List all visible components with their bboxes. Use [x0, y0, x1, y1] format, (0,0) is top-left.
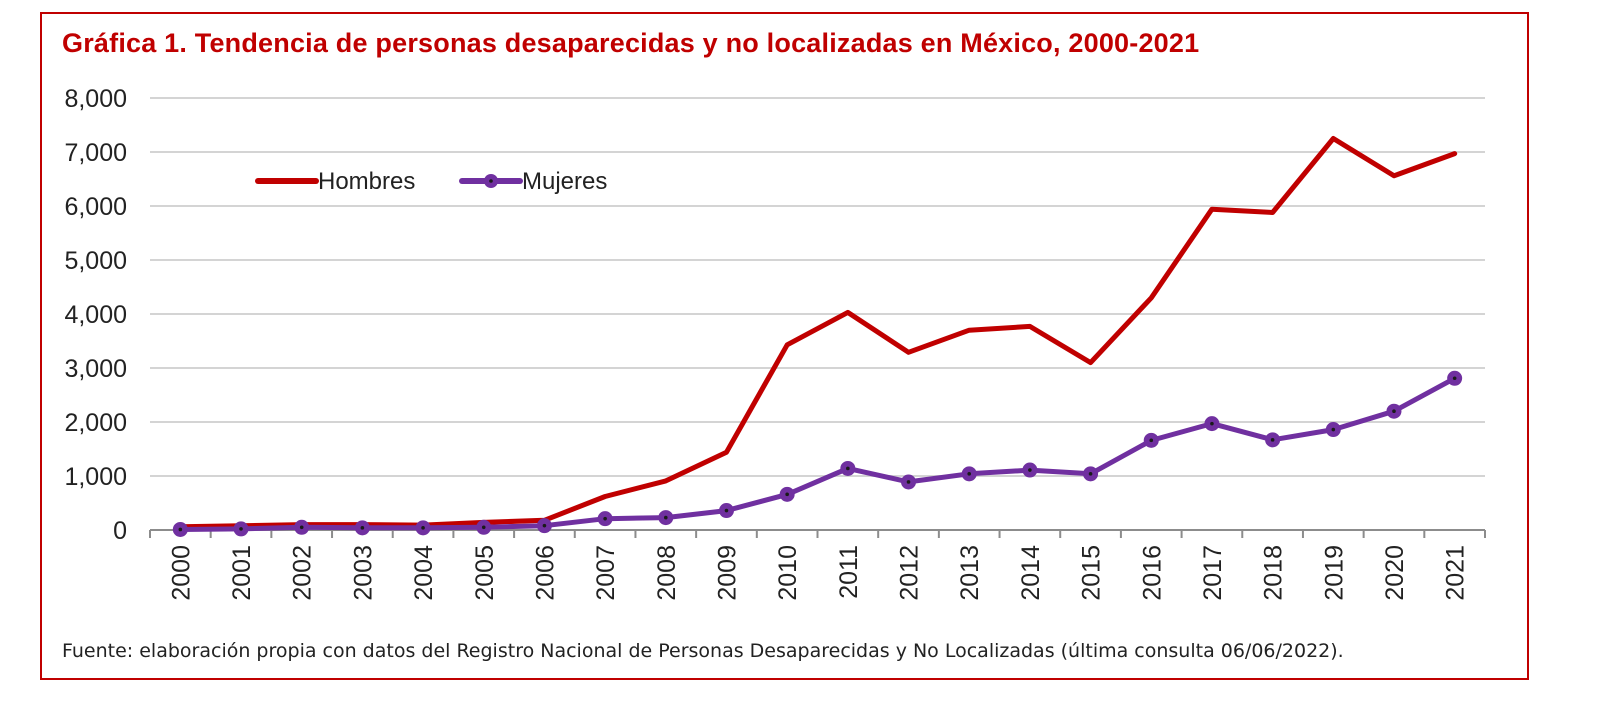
y-tick-label: 7,000 [64, 139, 127, 167]
y-tick-label: 1,000 [64, 463, 127, 491]
data-point-center [846, 466, 850, 471]
x-tick-label: 2000 [167, 545, 195, 601]
x-tick-label: 2012 [896, 545, 924, 601]
chart-title: Gráfica 1. Tendencia de personas desapar… [62, 28, 1200, 58]
x-tick-label: 2003 [349, 545, 377, 601]
y-axis-ticks: 0 1,000 2,000 3,000 4,000 5,000 6,000 7,000 8,00… [64, 85, 127, 545]
y-tick-label: 5,000 [64, 247, 127, 275]
data-point-center [299, 525, 304, 530]
series-line-mujeres [177, 375, 1458, 532]
x-tick-label: 2005 [471, 545, 499, 601]
x-tick-label: 2010 [774, 545, 802, 601]
data-point-center [178, 527, 183, 532]
gridlines [150, 97, 1485, 477]
data-point-center [724, 508, 729, 513]
legend-marker-center [489, 179, 493, 183]
x-axis: 2000 2001 2002 2003 2004 2005 2006 2007 2008 2009… [149, 529, 1486, 601]
data-point-center [1452, 376, 1457, 381]
x-tick-label: 2002 [289, 545, 317, 601]
data-point-center [481, 525, 486, 530]
series-line-hombres [177, 136, 1458, 530]
x-tick-label: 2015 [1078, 545, 1106, 601]
x-tick-label: 2001 [228, 545, 256, 601]
x-tick-label: 2007 [592, 545, 620, 601]
data-point-center [542, 523, 547, 528]
data-point-center [1331, 427, 1336, 432]
y-tick-label: 6,000 [64, 193, 127, 221]
data-point-center [1392, 409, 1396, 414]
x-tick-label: 2020 [1381, 545, 1409, 601]
x-tick-label: 2017 [1199, 545, 1227, 601]
x-tick-label: 2018 [1260, 545, 1288, 601]
x-tick-label: 2013 [956, 545, 984, 601]
data-point-center [1210, 421, 1214, 426]
x-tick-label: 2011 [835, 545, 863, 599]
x-tick-label: 2016 [1138, 545, 1166, 601]
data-point-center [663, 515, 668, 520]
data-point-center [1088, 472, 1093, 476]
legend-label-mujeres: Mujeres [522, 168, 607, 195]
x-tick-label: 2008 [653, 545, 681, 601]
legend: Hombres Mujeres [215, 158, 635, 204]
data-point-center [785, 492, 789, 497]
data-point-center [906, 480, 911, 484]
x-tick-label: 2006 [531, 545, 559, 601]
data-point-center [1149, 438, 1154, 443]
data-point-center [1028, 468, 1032, 472]
data-point-center [967, 472, 972, 476]
y-tick-label: 8,000 [64, 85, 127, 113]
series-lines [172, 136, 1463, 537]
data-point-center [360, 526, 365, 530]
data-point-center [421, 526, 425, 530]
data-point-center [603, 516, 607, 521]
chart-source: Fuente: elaboración propia con datos del… [62, 640, 1344, 662]
x-tick-label: 2021 [1442, 545, 1470, 601]
y-tick-label: 4,000 [64, 301, 127, 329]
x-tick-label: 2004 [410, 545, 438, 601]
y-tick-label: 2,000 [64, 409, 127, 437]
data-point-center [1270, 438, 1275, 442]
x-tick-label: 2014 [1017, 545, 1045, 601]
y-tick-label: 3,000 [64, 355, 127, 383]
y-tick-label: 0 [113, 517, 127, 545]
legend-label-hombres: Hombres [318, 168, 415, 195]
x-tick-label: 2019 [1320, 545, 1348, 601]
data-point-center [239, 527, 243, 531]
x-tick-label: 2009 [713, 545, 741, 601]
